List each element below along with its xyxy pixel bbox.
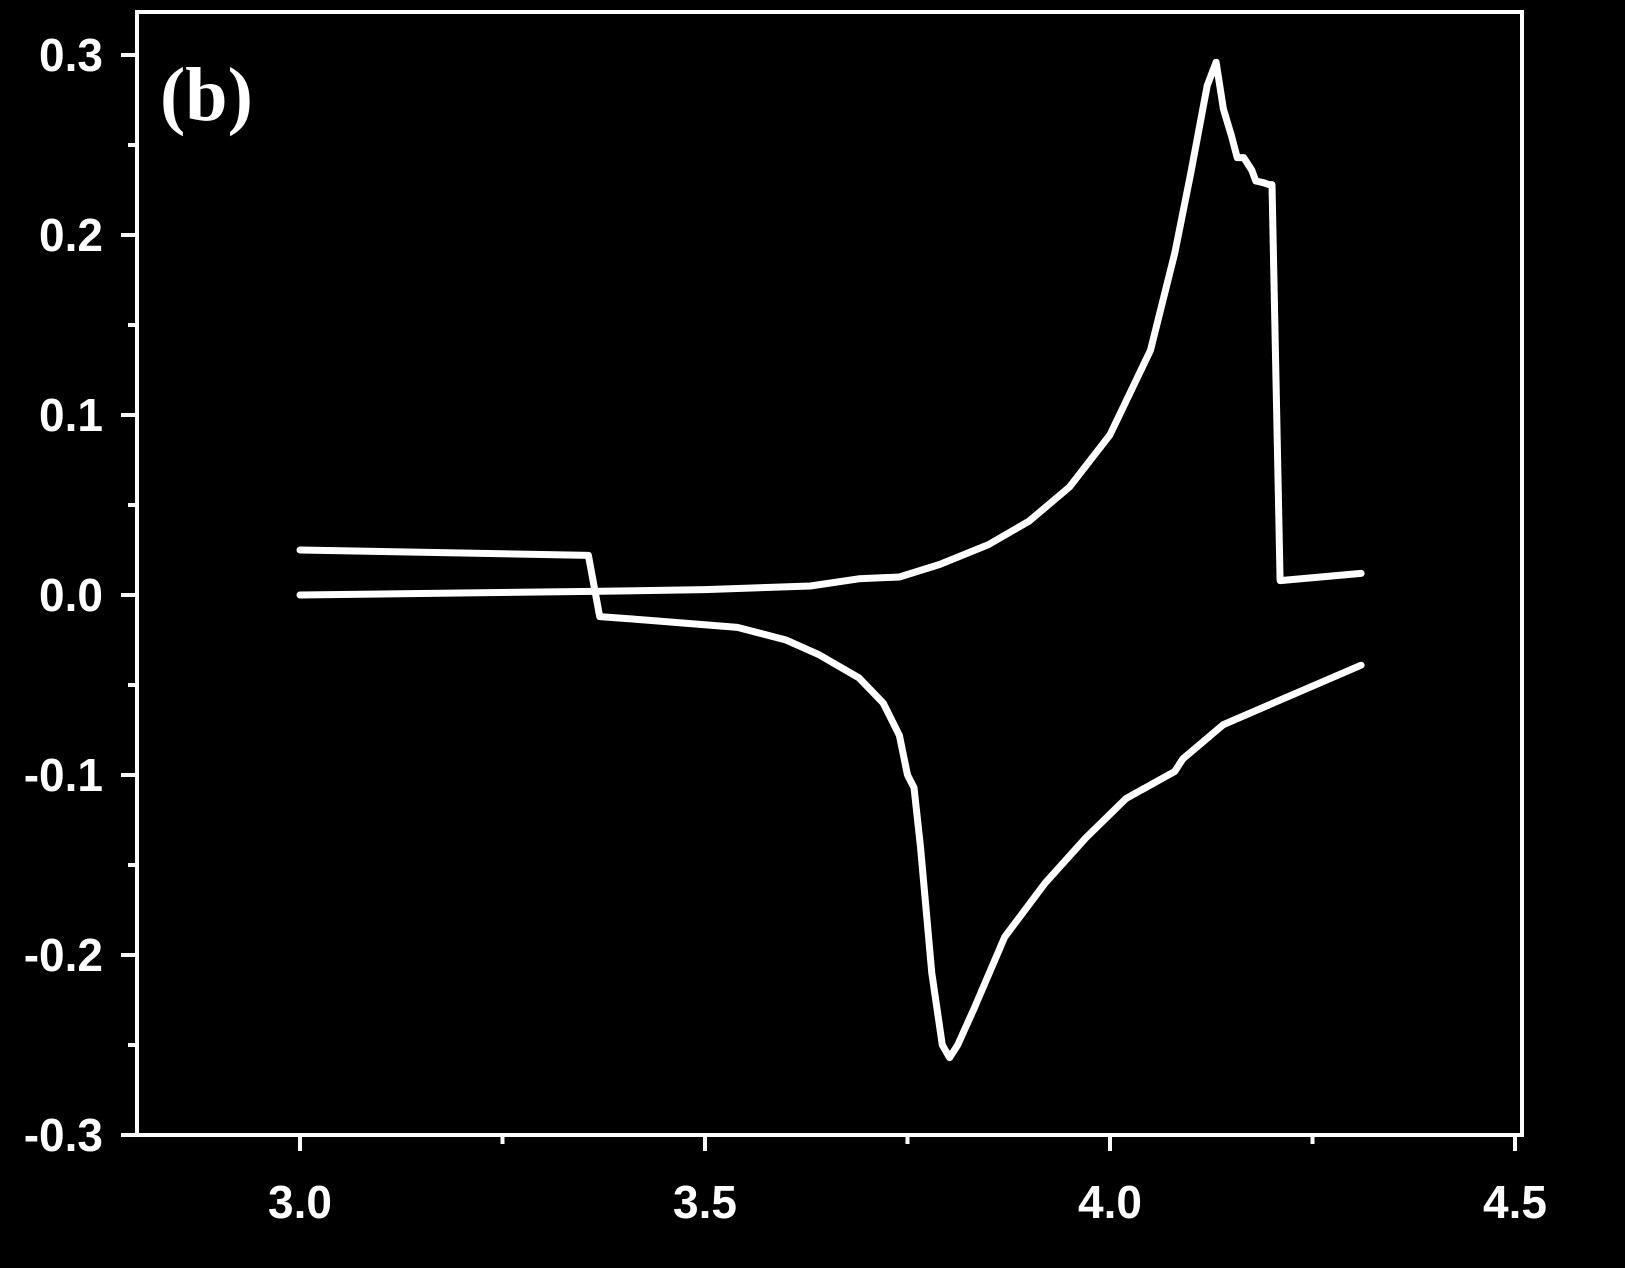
x-tick-label: 4.0 [1078, 1176, 1142, 1228]
data-series [296, 58, 1365, 1062]
y-tick-label: 0.3 [39, 29, 103, 81]
series-line-lower [296, 546, 1365, 1062]
y-tick-label: 0.2 [39, 209, 103, 261]
plot-frame [135, 10, 1524, 1137]
y-tick-label: -0.1 [24, 749, 103, 801]
x-tick-label: 3.5 [673, 1176, 737, 1228]
x-tick-label: 4.5 [1483, 1176, 1547, 1228]
y-tick-label: -0.2 [24, 929, 103, 981]
y-tick-label: 0.1 [39, 389, 103, 441]
series-line-upper [296, 58, 1365, 599]
y-tick-label: -0.3 [24, 1109, 103, 1161]
tick-labels: 3.0 3.5 4.0 4.5 -0.3 -0.2 -0.1 0.0 0.1 0.2 0.3 [24, 29, 1547, 1228]
panel-label: (b) [160, 53, 253, 137]
x-tick-label: 3.0 [268, 1176, 332, 1228]
y-tick-label: 0.0 [39, 569, 103, 621]
